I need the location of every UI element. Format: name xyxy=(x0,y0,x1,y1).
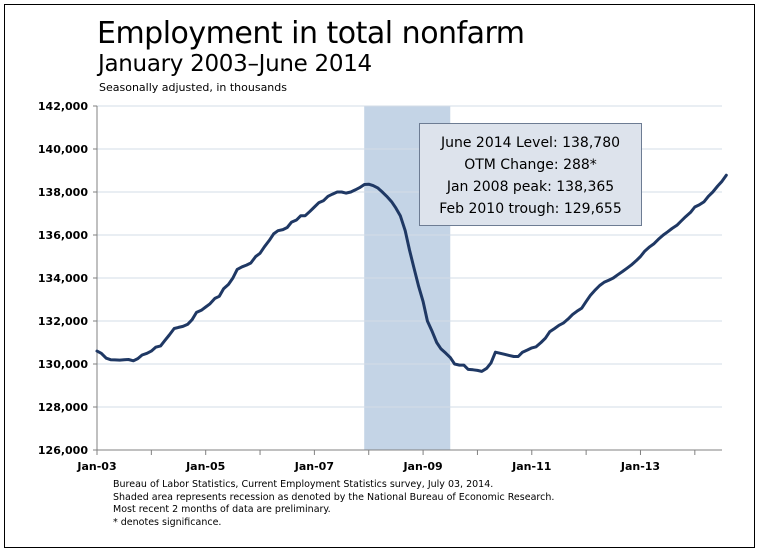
chart-subtitle: January 2003–June 2014 xyxy=(98,51,372,77)
x-tick-label: Jan-11 xyxy=(511,460,551,473)
y-tick-labels: 126,000 128,000 130,000 132,000 134,000 136,0… xyxy=(38,100,88,457)
y-tick-label: 142,000 xyxy=(38,100,88,113)
preliminary-note: Most recent 2 months of data are prelimi… xyxy=(113,504,331,515)
employment-series-line xyxy=(95,173,728,373)
callout-feb-2010-trough: Feb 2010 trough: 129,655 xyxy=(439,201,622,217)
callout-jan-2008-peak: Jan 2008 peak: 138,365 xyxy=(446,179,615,195)
y-tick-label: 134,000 xyxy=(38,272,88,285)
y-tick-label: 136,000 xyxy=(38,229,88,242)
callout-otm-change: OTM Change: 288* xyxy=(464,157,597,173)
unit-note: Seasonally adjusted, in thousands xyxy=(99,81,287,94)
callout-june-2014-level: June 2014 Level: 138,780 xyxy=(440,135,621,151)
x-tick-label: Jan-05 xyxy=(185,460,225,473)
source-note: Bureau of Labor Statistics, Current Empl… xyxy=(113,479,494,490)
y-tick-label: 132,000 xyxy=(38,315,88,328)
series-layer xyxy=(95,173,728,373)
x-tick-label: Jan-09 xyxy=(402,460,442,473)
x-tick-label: Jan-07 xyxy=(294,460,334,473)
y-tick-label: 126,000 xyxy=(38,444,88,457)
significance-note: * denotes significance. xyxy=(113,516,222,528)
y-tick-label: 128,000 xyxy=(38,401,88,414)
y-tick-label: 138,000 xyxy=(38,186,88,199)
y-tick-label: 130,000 xyxy=(38,358,88,371)
x-tick-label: Jan-03 xyxy=(76,460,116,473)
stats-callout-box: June 2014 Level: 138,780 OTM Change: 288… xyxy=(419,123,642,226)
y-tick-label: 140,000 xyxy=(38,143,88,156)
chart-title: Employment in total nonfarm xyxy=(97,16,525,51)
axis-layer xyxy=(93,105,722,455)
x-tick-labels: Jan-03 Jan-05 Jan-07 Jan-09 Jan-11 Jan-13 xyxy=(76,460,660,473)
source-notes: Bureau of Labor Statistics, Current Empl… xyxy=(113,479,554,529)
recession-note: Shaded area represents recession as deno… xyxy=(113,491,555,503)
x-tick-label: Jan-13 xyxy=(620,460,660,473)
